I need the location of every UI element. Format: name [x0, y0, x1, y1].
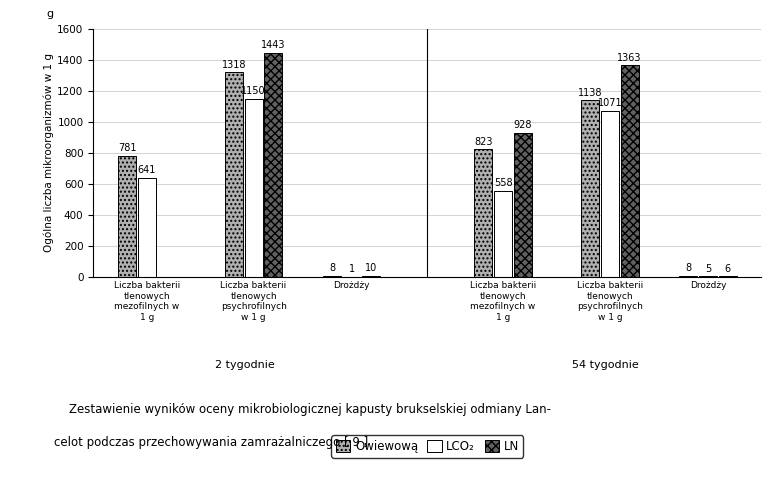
Y-axis label: Ogólna liczba mikroorganizmów w 1 g: Ogólna liczba mikroorganizmów w 1 g	[44, 54, 54, 252]
Bar	[264, 53, 282, 277]
Text: 8: 8	[685, 263, 692, 273]
Text: 5: 5	[705, 264, 711, 274]
Text: 2 tygodnie: 2 tygodnie	[214, 359, 274, 369]
Text: 1363: 1363	[618, 53, 642, 63]
Text: g: g	[47, 9, 54, 19]
Text: 558: 558	[493, 178, 512, 188]
Text: 1071: 1071	[598, 98, 622, 108]
Text: 823: 823	[474, 137, 493, 147]
Text: 8: 8	[329, 263, 335, 273]
Bar	[475, 150, 493, 277]
Bar	[514, 133, 531, 277]
Bar	[494, 191, 512, 277]
Text: 781: 781	[118, 143, 136, 153]
Text: 641: 641	[138, 165, 156, 175]
Bar	[601, 111, 619, 277]
Text: 54 tygodnie: 54 tygodnie	[572, 359, 639, 369]
Bar	[245, 98, 263, 277]
Bar	[118, 156, 136, 277]
Bar	[138, 178, 155, 277]
Bar	[323, 276, 341, 277]
Text: 1443: 1443	[261, 40, 285, 50]
Bar	[581, 100, 599, 277]
Text: celot podczas przechowywania zamrażalniczego [ 9 ]: celot podczas przechowywania zamrażalnic…	[54, 436, 368, 449]
Bar	[225, 73, 243, 277]
Legend: Owiewową, LCO₂, LN: Owiewową, LCO₂, LN	[331, 435, 524, 458]
Text: Zestawienie wyników oceny mikrobiologicznej kapusty brukselskiej odmiany Lan-: Zestawienie wyników oceny mikrobiologicz…	[54, 403, 552, 416]
Bar	[719, 276, 737, 277]
Text: 10: 10	[365, 263, 378, 273]
Text: 1150: 1150	[242, 86, 266, 96]
Text: 6: 6	[724, 263, 730, 273]
Text: 928: 928	[514, 120, 532, 130]
Text: 1138: 1138	[578, 87, 603, 98]
Text: 1: 1	[349, 264, 354, 274]
Text: 1318: 1318	[221, 60, 246, 70]
Bar	[679, 276, 698, 277]
Bar	[699, 276, 717, 277]
Bar	[621, 65, 639, 277]
Bar	[362, 276, 380, 277]
